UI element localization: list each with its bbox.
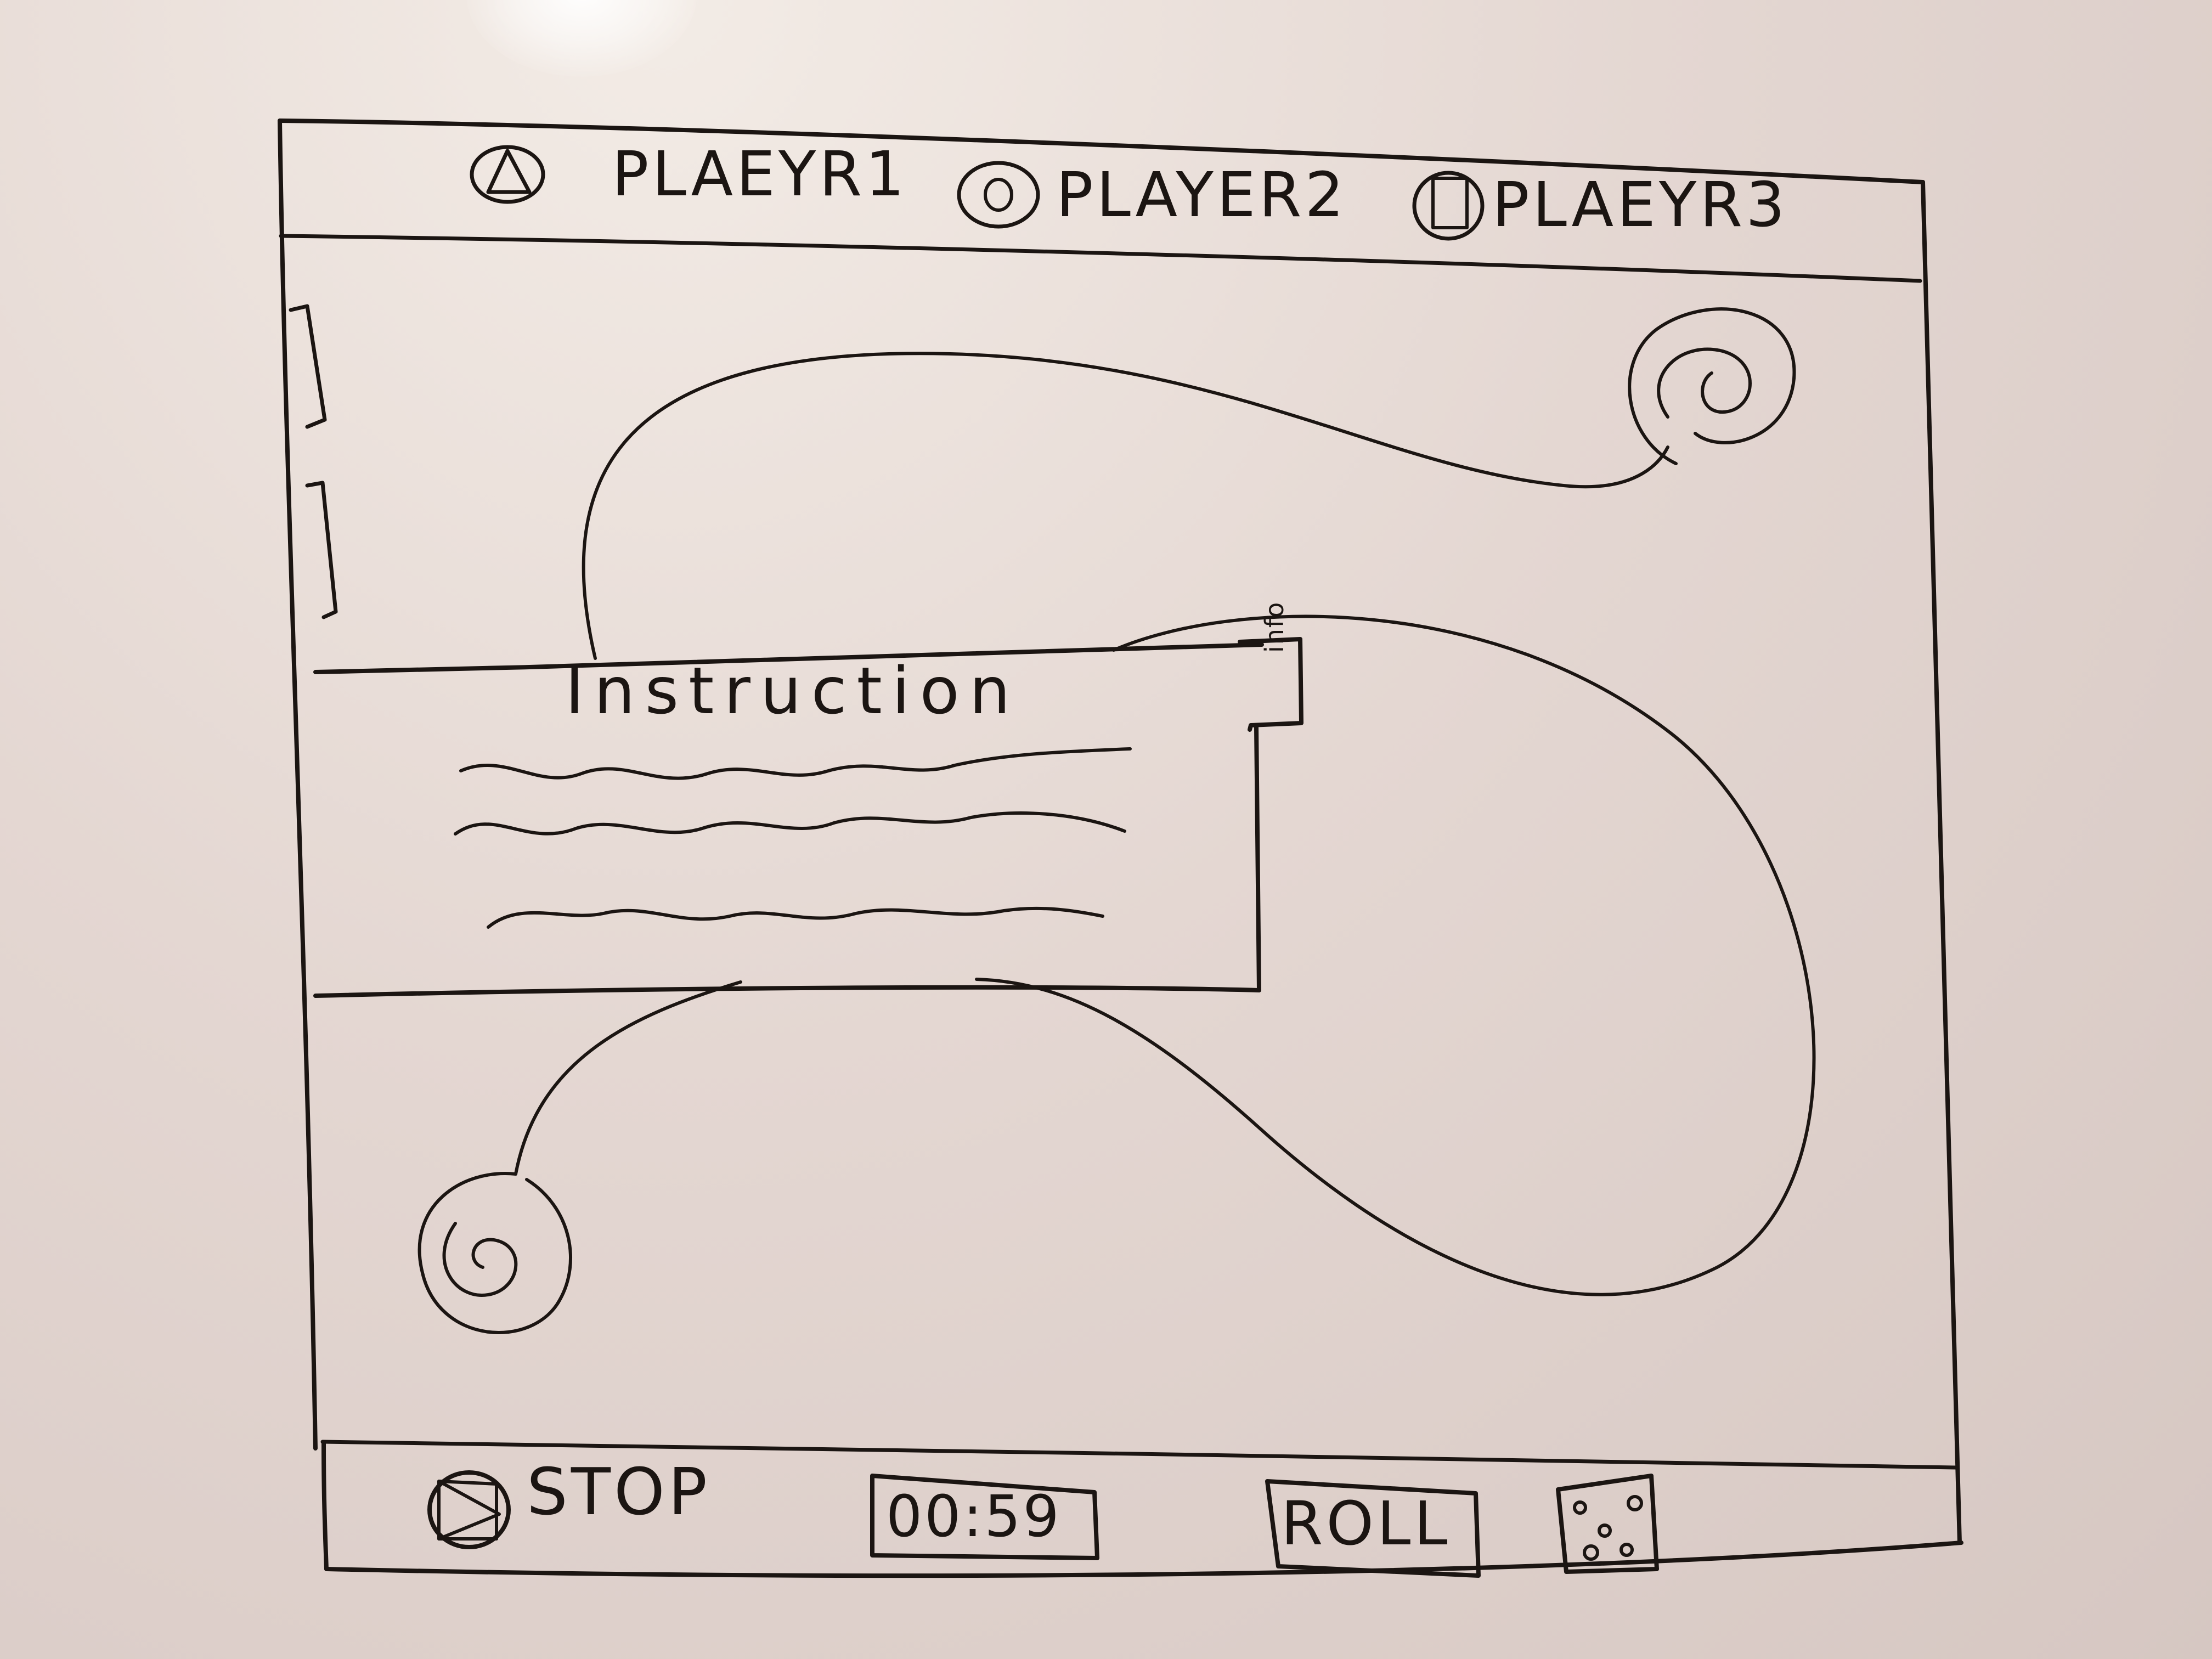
player-3-slot[interactable]	[1410, 165, 1805, 258]
player-3-name: PLAEYR3	[1492, 170, 1788, 241]
player-2-slot[interactable]	[955, 148, 1339, 241]
bottom-bar-divider	[320, 1440, 1958, 1470]
stop-button[interactable]	[428, 1470, 735, 1553]
board-path	[514, 352, 1816, 1296]
player-1-slot[interactable]	[450, 132, 889, 214]
player-1-name: PLAEYR1	[612, 139, 908, 210]
info-tab-button[interactable]	[1240, 639, 1301, 727]
app-frame	[278, 119, 1963, 1578]
start-spiral-node	[417, 1172, 572, 1335]
side-tab-1	[289, 304, 327, 429]
top-bar-divider	[279, 234, 1922, 283]
circle-icon	[957, 161, 1040, 229]
timer-box	[870, 1474, 1099, 1560]
roll-button-label[interactable]: ROLL	[1281, 1488, 1451, 1559]
timer-display: 00:59	[886, 1483, 1062, 1550]
square-icon	[1412, 171, 1485, 241]
stop-icon	[427, 1470, 511, 1549]
instruction-panel	[313, 642, 1264, 998]
roll-button-outline	[1265, 1479, 1481, 1578]
triangle-icon	[470, 145, 545, 204]
dice-button[interactable]	[1558, 1476, 1657, 1572]
info-tab	[1238, 637, 1304, 732]
roll-button[interactable]	[1267, 1481, 1479, 1575]
side-tab-2	[305, 481, 338, 619]
dice-icon	[1556, 1474, 1659, 1574]
end-spiral-node	[1628, 307, 1796, 465]
instruction-title: Instruction	[565, 653, 1020, 729]
stop-button-label[interactable]: STOP	[527, 1454, 711, 1530]
player-2-name: PLAYER2	[1056, 160, 1347, 231]
